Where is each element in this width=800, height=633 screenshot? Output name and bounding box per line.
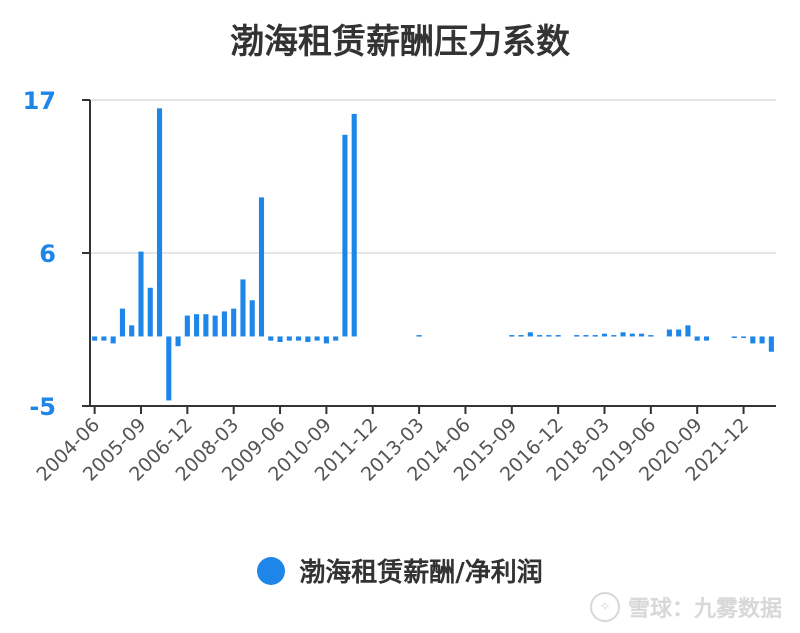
bar [314, 336, 320, 341]
chart-title: 渤海租赁薪酬压力系数 [230, 22, 570, 62]
bar [768, 336, 774, 352]
bar [518, 335, 524, 337]
bar [138, 251, 144, 337]
bar [286, 336, 292, 341]
bar [305, 336, 311, 343]
bar [685, 325, 691, 337]
bar [240, 279, 246, 337]
bar [509, 335, 515, 337]
bar [258, 197, 265, 337]
bar [583, 335, 589, 337]
bar [648, 335, 654, 337]
bar [601, 333, 608, 337]
legend-label: 渤海租赁薪酬/净利润 [299, 558, 543, 588]
bar [268, 336, 274, 341]
bar [249, 300, 255, 337]
bar [323, 336, 329, 344]
bar [694, 336, 700, 341]
bar [666, 329, 672, 337]
bar [231, 308, 237, 337]
bar [546, 335, 552, 337]
bar [629, 333, 635, 337]
bar [676, 329, 682, 337]
bar [110, 336, 116, 344]
bar [759, 336, 765, 344]
bar [639, 333, 645, 337]
bar [175, 336, 181, 347]
watermark-text: 雪球：九雾数据 [627, 597, 782, 622]
bar [277, 336, 283, 343]
bar [333, 336, 339, 341]
bar [620, 332, 626, 337]
legend-marker-icon [257, 556, 286, 585]
bar [92, 336, 98, 341]
bar [156, 108, 163, 337]
bar [129, 325, 135, 337]
watermark: ✧ 雪球：九雾数据 [589, 591, 782, 623]
bar [221, 311, 227, 337]
bar [703, 336, 710, 341]
bar [537, 335, 543, 337]
bar [731, 336, 737, 338]
bar [351, 113, 357, 337]
bar [101, 336, 107, 341]
bar [342, 134, 348, 337]
bar [527, 332, 533, 337]
bar [416, 335, 422, 337]
bar [184, 315, 190, 337]
bar [212, 315, 218, 337]
bar [592, 335, 598, 337]
bar [147, 287, 153, 337]
bar [555, 335, 561, 337]
bar [203, 314, 209, 337]
bar [741, 336, 747, 338]
snowball-logo-icon: ✧ [589, 592, 620, 622]
y-tick-label: 6 [39, 240, 56, 268]
bar [750, 336, 756, 344]
bar [194, 314, 200, 337]
bar [296, 336, 302, 341]
bar [119, 308, 125, 337]
y-tick-label: 17 [23, 87, 56, 115]
y-tick-label: -5 [29, 393, 56, 421]
bar [166, 336, 172, 401]
chart-legend[interactable]: 渤海租赁薪酬/净利润 [0, 552, 800, 589]
bar [574, 335, 580, 337]
bar [611, 335, 617, 337]
